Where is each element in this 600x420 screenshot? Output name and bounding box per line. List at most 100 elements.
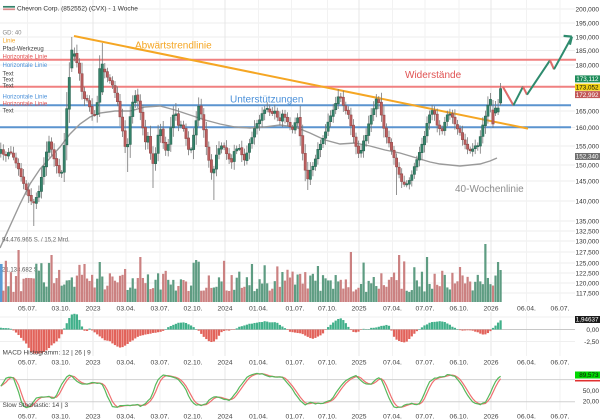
svg-text:GD: 40: GD: 40 xyxy=(3,31,23,37)
svg-text:05.07.: 05.07. xyxy=(18,305,37,312)
svg-text:140,000: 140,000 xyxy=(576,198,600,205)
svg-text:2025: 2025 xyxy=(351,414,366,420)
svg-text:06.07.: 06.07. xyxy=(551,414,570,420)
svg-text:03.10.: 03.10. xyxy=(52,305,71,312)
svg-text:190,000: 190,000 xyxy=(576,34,600,41)
svg-text:Widerstände: Widerstände xyxy=(405,70,462,81)
svg-text:89,573: 89,573 xyxy=(579,372,599,379)
svg-text:07.07.: 07.07. xyxy=(416,414,435,420)
svg-text:01.07.: 01.07. xyxy=(286,414,305,420)
svg-text:155,000: 155,000 xyxy=(576,143,600,150)
svg-text:1,94637: 1,94637 xyxy=(576,317,599,324)
svg-text:02.10.: 02.10. xyxy=(184,414,203,420)
svg-text:07.04.: 07.04. xyxy=(383,360,402,367)
svg-text:2024: 2024 xyxy=(217,414,232,420)
svg-text:120,000: 120,000 xyxy=(576,280,600,287)
svg-text:Horizontale Linie: Horizontale Linie xyxy=(3,95,48,101)
svg-text:Horizontale Linie: Horizontale Linie xyxy=(3,63,48,69)
svg-text:02.10.: 02.10. xyxy=(184,305,203,312)
svg-text:03.07.: 03.07. xyxy=(151,360,170,367)
svg-text:06.04.: 06.04. xyxy=(517,360,536,367)
svg-text:07.10.: 07.10. xyxy=(318,414,337,420)
svg-text:40-Wochenlinie: 40-Wochenlinie xyxy=(455,184,524,195)
svg-text:2024: 2024 xyxy=(217,305,232,312)
svg-text:-2,50: -2,50 xyxy=(584,339,599,346)
svg-text:06.10.: 06.10. xyxy=(450,360,469,367)
svg-text:07.04.: 07.04. xyxy=(383,305,402,312)
svg-text:145,000: 145,000 xyxy=(576,178,600,185)
svg-text:03.07.: 03.07. xyxy=(151,414,170,420)
svg-text:132,500: 132,500 xyxy=(576,228,600,235)
svg-text:20,00: 20,00 xyxy=(583,398,600,405)
svg-text:Horizontale Linie: Horizontale Linie xyxy=(3,55,48,61)
svg-text:01.07.: 01.07. xyxy=(286,360,305,367)
svg-text:05.07.: 05.07. xyxy=(18,360,37,367)
svg-text:117,500: 117,500 xyxy=(576,290,599,297)
svg-text:Abwärtstrendlinie: Abwärtstrendlinie xyxy=(135,41,212,52)
svg-text:2023: 2023 xyxy=(85,305,100,312)
svg-text:2026: 2026 xyxy=(483,414,498,420)
svg-text:2023: 2023 xyxy=(85,414,100,420)
svg-text:03.10.: 03.10. xyxy=(52,360,71,367)
svg-text:200,000: 200,000 xyxy=(576,6,600,13)
svg-text:50,00: 50,00 xyxy=(583,388,600,395)
svg-text:180,000: 180,000 xyxy=(576,62,600,69)
svg-text:06.07.: 06.07. xyxy=(551,305,570,312)
svg-text:Linie: Linie xyxy=(3,39,16,45)
svg-text:01.04.: 01.04. xyxy=(249,360,268,367)
svg-text:06.10.: 06.10. xyxy=(450,414,469,420)
svg-text:21.138.682 S.: 21.138.682 S. xyxy=(2,268,40,274)
svg-text:03.10.: 03.10. xyxy=(52,414,71,420)
svg-text:01.07.: 01.07. xyxy=(286,305,305,312)
svg-text:07.07.: 07.07. xyxy=(416,305,435,312)
svg-text:03.04.: 03.04. xyxy=(117,305,136,312)
svg-text:Text: Text xyxy=(3,84,14,90)
svg-text:05.07.: 05.07. xyxy=(18,414,37,420)
svg-text:03.04.: 03.04. xyxy=(117,414,136,420)
svg-text:2025: 2025 xyxy=(351,305,366,312)
svg-text:2023: 2023 xyxy=(85,360,100,367)
svg-text:173,112: 173,112 xyxy=(576,76,599,83)
svg-text:Chevron Corp. (852552) (CVX) -: Chevron Corp. (852552) (CVX) - 1 Woche xyxy=(17,6,138,13)
svg-text:Text: Text xyxy=(3,72,14,78)
svg-text:Horizontale Linie: Horizontale Linie xyxy=(3,102,48,108)
svg-text:172,992: 172,992 xyxy=(576,92,599,99)
svg-text:165,000: 165,000 xyxy=(576,108,600,115)
svg-text:195,000: 195,000 xyxy=(576,20,600,27)
svg-text:2026: 2026 xyxy=(483,360,498,367)
svg-text:07.10.: 07.10. xyxy=(318,360,337,367)
svg-text:01.04.: 01.04. xyxy=(249,414,268,420)
svg-text:125,000: 125,000 xyxy=(576,260,600,267)
svg-text:07.10.: 07.10. xyxy=(318,305,337,312)
svg-text:Text: Text xyxy=(3,78,14,84)
svg-text:06.10.: 06.10. xyxy=(450,305,469,312)
svg-text:2024: 2024 xyxy=(217,360,232,367)
svg-text:02.10.: 02.10. xyxy=(184,360,203,367)
svg-text:Slow Stochastic: 14 | 3: Slow Stochastic: 14 | 3 xyxy=(3,402,69,409)
svg-text:07.04.: 07.04. xyxy=(383,414,402,420)
svg-text:173,052: 173,052 xyxy=(576,84,599,91)
svg-text:Unterstützungen: Unterstützungen xyxy=(230,95,303,106)
svg-text:06.07.: 06.07. xyxy=(551,360,570,367)
svg-text:MACD Histogramm: 12 | 26 | 9: MACD Histogramm: 12 | 26 | 9 xyxy=(3,350,92,357)
svg-text:Text: Text xyxy=(3,109,14,115)
svg-text:2026: 2026 xyxy=(483,305,498,312)
svg-text:07.07.: 07.07. xyxy=(416,360,435,367)
svg-text:122,500: 122,500 xyxy=(576,270,600,277)
svg-text:0,00: 0,00 xyxy=(586,327,599,334)
svg-text:03.04.: 03.04. xyxy=(117,360,136,367)
svg-text:94.476.965 S. / 15,2 Mrd.: 94.476.965 S. / 15,2 Mrd. xyxy=(2,238,70,244)
svg-text:Pfad-Werkzeug: Pfad-Werkzeug xyxy=(3,46,44,52)
svg-text:127,500: 127,500 xyxy=(576,249,600,256)
svg-text:150,000: 150,000 xyxy=(576,162,600,169)
svg-text:160,000: 160,000 xyxy=(576,125,600,132)
svg-text:152,340: 152,340 xyxy=(576,154,599,161)
svg-text:03.07.: 03.07. xyxy=(151,305,170,312)
svg-text:06.04.: 06.04. xyxy=(517,414,536,420)
svg-text:185,000: 185,000 xyxy=(576,48,600,55)
svg-text:2025: 2025 xyxy=(351,360,366,367)
svg-text:135,000: 135,000 xyxy=(576,218,600,225)
svg-text:06.04.: 06.04. xyxy=(517,305,536,312)
svg-text:01.04.: 01.04. xyxy=(249,305,268,312)
svg-text:130,000: 130,000 xyxy=(576,238,600,245)
